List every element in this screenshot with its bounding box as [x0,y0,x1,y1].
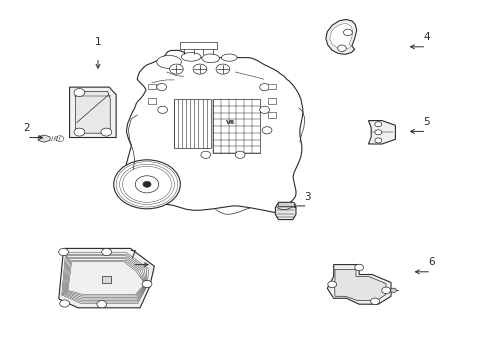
Circle shape [157,84,167,91]
Circle shape [382,287,391,294]
Circle shape [260,106,270,113]
Text: 1: 1 [95,37,101,47]
Circle shape [343,29,352,36]
Bar [268,84,276,89]
Ellipse shape [157,55,181,68]
Circle shape [114,160,180,209]
Bar [180,42,217,49]
Polygon shape [38,135,50,142]
Polygon shape [335,269,386,301]
Circle shape [170,64,183,74]
Circle shape [193,64,207,74]
Circle shape [74,89,85,96]
Circle shape [338,45,346,51]
Ellipse shape [221,54,237,61]
Polygon shape [275,202,296,220]
Text: 7: 7 [129,250,136,260]
Circle shape [216,64,230,74]
Ellipse shape [181,53,201,61]
Circle shape [201,151,211,158]
Circle shape [59,248,69,256]
Circle shape [102,248,112,256]
Circle shape [375,130,382,135]
Polygon shape [368,121,395,144]
Bar [268,112,276,118]
Circle shape [262,127,272,134]
Circle shape [391,288,396,292]
Circle shape [371,298,380,305]
Text: 3: 3 [304,192,311,202]
Bar [102,276,111,283]
Circle shape [97,301,107,308]
Circle shape [235,151,245,158]
Circle shape [260,84,270,91]
Bar [268,98,276,104]
Polygon shape [327,265,391,304]
Circle shape [101,128,112,136]
Circle shape [142,280,152,288]
Text: V6: V6 [226,120,235,125]
Circle shape [375,122,382,127]
Ellipse shape [202,54,220,63]
Polygon shape [70,87,116,138]
Circle shape [355,264,364,271]
Circle shape [375,138,382,143]
Polygon shape [59,248,154,308]
Circle shape [60,300,70,307]
Text: 2: 2 [24,123,30,133]
Polygon shape [330,23,353,50]
Circle shape [158,106,168,113]
Circle shape [56,136,64,141]
Polygon shape [326,19,357,54]
Bar [148,84,156,89]
Text: 6: 6 [428,257,435,267]
Bar [148,98,156,104]
Bar [278,202,294,206]
Circle shape [328,281,337,288]
Circle shape [74,128,85,136]
Polygon shape [75,91,110,133]
Bar [174,99,211,148]
Bar [213,99,260,153]
Text: 5: 5 [423,117,430,127]
Text: 4: 4 [423,32,430,42]
Circle shape [135,176,159,193]
Circle shape [143,181,151,187]
Polygon shape [125,50,303,212]
